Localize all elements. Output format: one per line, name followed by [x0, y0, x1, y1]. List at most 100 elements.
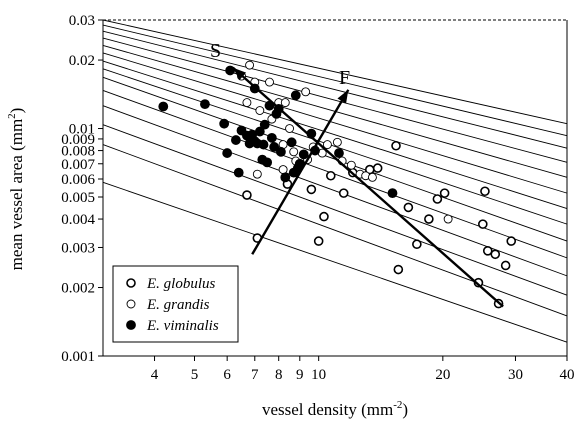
- point-series-2: [286, 137, 297, 148]
- point-series-0: [480, 186, 490, 197]
- point-series-2: [262, 157, 273, 168]
- point-series-1: [367, 172, 377, 182]
- y-tick-label: 0.005: [61, 190, 95, 206]
- point-series-2: [254, 126, 265, 137]
- iso-line: [102, 124, 568, 296]
- point-series-1: [322, 140, 332, 150]
- y-tick-label: 0.03: [69, 13, 95, 29]
- x-tick-label: 30: [508, 367, 523, 383]
- iso-line: [102, 144, 568, 317]
- legend-marker-grandis: [126, 299, 136, 309]
- points-group: [158, 60, 517, 309]
- legend: E. globulus E. grandis E. viminalis: [112, 265, 239, 343]
- legend-marker-viminalis: [126, 320, 136, 330]
- point-series-1: [443, 214, 453, 224]
- iso-line: [102, 30, 568, 149]
- annotation-arrow-s: [232, 66, 504, 308]
- annotation-arrow-f: [251, 89, 350, 255]
- point-series-2: [222, 148, 233, 158]
- point-series-1: [285, 124, 295, 133]
- point-series-2: [387, 188, 398, 199]
- x-tick-label: 40: [560, 367, 575, 383]
- x-tick-label: 10: [311, 367, 326, 383]
- point-series-0: [424, 214, 434, 224]
- iso-line: [102, 181, 568, 343]
- point-series-2: [259, 119, 270, 130]
- point-series-0: [313, 236, 324, 246]
- y-tick-label: 0.001: [61, 349, 95, 365]
- point-series-0: [490, 249, 501, 260]
- point-series-2: [231, 135, 241, 145]
- point-series-2: [233, 167, 244, 178]
- y-tick-label: 0.002: [61, 281, 95, 297]
- y-tick-label: 0.01: [69, 122, 95, 138]
- point-series-0: [325, 170, 336, 181]
- annotation-f-label: F: [339, 67, 350, 89]
- point-series-1: [289, 147, 299, 157]
- point-series-1: [245, 60, 255, 70]
- point-series-2: [249, 136, 260, 147]
- point-series-0: [439, 188, 450, 198]
- iso-line: [102, 68, 568, 225]
- x-tick-label: 9: [296, 367, 304, 383]
- y-tick-label: 0.003: [61, 240, 95, 256]
- x-tick-label: 6: [223, 367, 231, 383]
- x-tick-label: 4: [151, 367, 159, 383]
- y-tick-label: 0.009: [61, 132, 95, 148]
- point-series-0: [372, 163, 383, 173]
- point-series-0: [478, 219, 488, 229]
- point-series-0: [338, 188, 349, 198]
- annotation-s-label: S: [210, 40, 221, 62]
- point-series-0: [319, 211, 329, 222]
- point-series-1: [265, 77, 274, 87]
- point-series-0: [500, 260, 511, 271]
- x-axis-title: vessel density (mm-2): [262, 399, 408, 419]
- iso-line: [102, 19, 568, 125]
- point-series-0: [482, 246, 493, 256]
- y-axis-title: mean vessel area (mm2): [6, 108, 26, 271]
- point-series-2: [200, 99, 210, 110]
- point-series-1: [255, 106, 265, 115]
- point-series-0: [391, 140, 401, 151]
- legend-label-globulus: E. globulus: [146, 276, 215, 292]
- point-series-0: [306, 184, 317, 195]
- x-tick-label: 20: [435, 367, 450, 383]
- legend-marker-globulus: [126, 278, 136, 288]
- point-series-2: [258, 139, 269, 150]
- y-tick-label: 0.008: [61, 144, 95, 160]
- point-series-2: [219, 118, 230, 129]
- point-series-1: [280, 98, 290, 108]
- point-series-1: [332, 137, 342, 147]
- annotations-group: [232, 66, 504, 308]
- y-tick-label: 0.007: [61, 157, 95, 173]
- x-tick-label: 7: [251, 367, 259, 383]
- annotation-arrowhead-s: [233, 67, 247, 81]
- point-series-0: [432, 194, 443, 204]
- point-series-0: [403, 202, 414, 213]
- point-series-2: [298, 149, 309, 160]
- point-series-0: [412, 239, 422, 250]
- point-series-1: [346, 160, 356, 170]
- point-series-2: [276, 146, 286, 157]
- point-series-2: [288, 167, 299, 178]
- point-series-1: [252, 169, 262, 179]
- iso-line: [102, 60, 568, 209]
- point-series-2: [158, 101, 169, 112]
- legend-label-grandis: E. grandis: [146, 297, 210, 313]
- iso-line: [102, 37, 568, 163]
- point-series-2: [280, 172, 291, 183]
- annotation-arrowhead-f: [337, 89, 349, 104]
- ticks-group: 4 5 6 7 8 9 10 20 30 40 0.001 0.002 0.003 0.004 0.005 0…: [61, 13, 574, 383]
- axes-group: [102, 19, 568, 357]
- legend-label-viminalis: E. viminalis: [146, 318, 219, 334]
- point-series-2: [225, 65, 236, 76]
- y-tick-label: 0.02: [69, 53, 95, 69]
- point-series-2: [269, 142, 280, 152]
- point-series-1: [278, 165, 288, 175]
- y-tick-label: 0.006: [61, 172, 95, 188]
- x-tick-label: 8: [275, 367, 283, 383]
- point-series-2: [290, 90, 301, 101]
- iso-line: [102, 24, 568, 137]
- y-tick-label: 0.004: [61, 212, 95, 228]
